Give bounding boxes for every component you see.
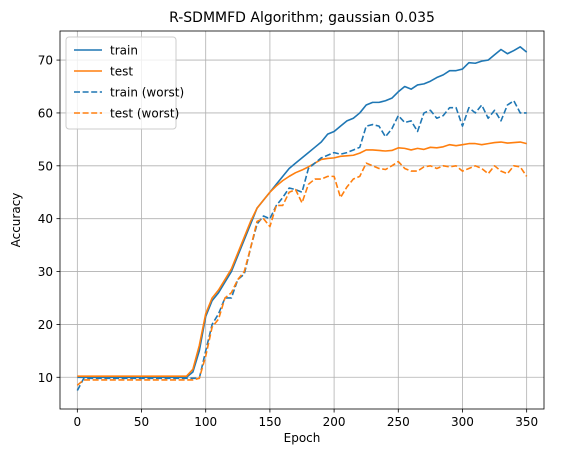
- x-tick-label: 50: [134, 415, 149, 429]
- series-lines: [76, 46, 528, 391]
- legend-box: [65, 36, 177, 130]
- axis-ticks: 0 50 100 150 200 250 300 350 10 20 30 40 50 60 70: [38, 54, 538, 429]
- x-tick-label: 350: [515, 415, 538, 429]
- legend-label: test: [110, 65, 133, 79]
- legend: train test train (worst) test (worst): [65, 36, 184, 130]
- series-line-test-worst: [76, 160, 528, 386]
- y-tick-label: 40: [38, 212, 53, 226]
- chart-title: R-SDMMFD Algorithm; gaussian 0.035: [169, 10, 435, 26]
- series-line-test: [77, 141, 527, 378]
- y-tick-label: 30: [38, 265, 53, 279]
- x-tick-label: 150: [258, 415, 281, 429]
- x-tick-label: 0: [74, 415, 82, 429]
- y-tick-label: 70: [38, 54, 53, 68]
- x-tick-label: 300: [451, 415, 474, 429]
- y-tick-label: 20: [38, 318, 53, 332]
- y-tick-label: 50: [38, 159, 53, 173]
- y-tick-label: 10: [38, 371, 53, 385]
- x-tick-label: 200: [323, 415, 346, 429]
- plot-frame: [59, 30, 545, 410]
- legend-label: test (worst): [110, 107, 179, 121]
- series-line-train: [77, 46, 528, 379]
- x-tick-label: 250: [387, 415, 410, 429]
- series-line-train-worst: [76, 99, 527, 391]
- legend-label: train: [110, 44, 138, 58]
- x-tick-label: 100: [194, 415, 217, 429]
- y-axis-label: Accuracy: [9, 193, 23, 248]
- x-axis-label: Epoch: [284, 431, 321, 445]
- y-tick-label: 60: [38, 106, 53, 120]
- legend-label: train (worst): [110, 86, 184, 100]
